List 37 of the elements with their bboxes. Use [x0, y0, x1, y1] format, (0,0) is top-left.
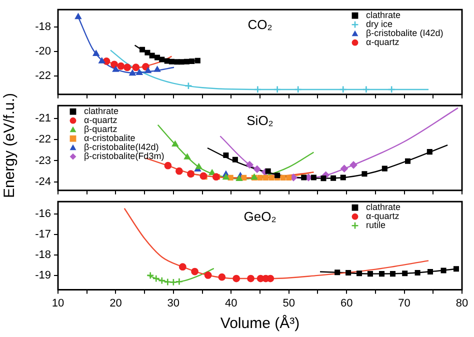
- legend-label: α-quartz: [84, 115, 118, 126]
- annotation: CO₂: [248, 17, 272, 32]
- legend-label: β-cristobalite (I42d): [366, 28, 444, 38]
- legend-label: clathrate: [366, 10, 401, 20]
- y-tick-label: -19: [35, 269, 51, 282]
- y-tick-label: -22: [35, 134, 51, 146]
- x-axis-title: Volume (Å³): [220, 314, 300, 332]
- y-tick-label: -20: [35, 45, 51, 58]
- annotation: GeO₂: [244, 209, 276, 224]
- x-tick-label: 20: [110, 297, 122, 310]
- y-tick-label: -24: [35, 176, 51, 188]
- legend-label: β-quartz: [84, 124, 118, 134]
- x-tick-label: 30: [167, 297, 180, 310]
- annotation: SiO₂: [246, 113, 274, 128]
- legend-label: rutile: [366, 220, 386, 230]
- legend-label: α-quartz: [366, 37, 400, 48]
- y-tick-label: -23: [35, 154, 51, 167]
- x-tick-label: 60: [340, 297, 353, 310]
- x-tick-label: 40: [225, 297, 238, 310]
- x-tick-label: 50: [282, 297, 295, 310]
- x-tick-label: 80: [456, 297, 468, 310]
- y-tick-label: -18: [35, 20, 51, 33]
- legend-label: β-cristobalite(Fd3m): [84, 151, 164, 162]
- legend-label: α-cristobalite: [84, 133, 136, 144]
- legend-label: β-cristobalite(I42d): [84, 142, 159, 152]
- y-tick-label: -16: [35, 208, 51, 220]
- y-tick-label: -17: [35, 228, 51, 240]
- legend-label: α-quartz: [366, 211, 400, 222]
- x-tick-label: 10: [52, 297, 64, 310]
- legend-label: clathrate: [84, 106, 119, 116]
- x-tick-label: 70: [398, 297, 410, 310]
- y-tick-label: -18: [35, 248, 51, 261]
- y-tick-label: -22: [35, 70, 51, 82]
- y-axis-title: Energy (eV/f.u.): [2, 92, 19, 198]
- legend-label: clathrate: [366, 202, 401, 212]
- y-tick-label: -21: [35, 112, 51, 124]
- legend-label: dry ice: [366, 19, 393, 30]
